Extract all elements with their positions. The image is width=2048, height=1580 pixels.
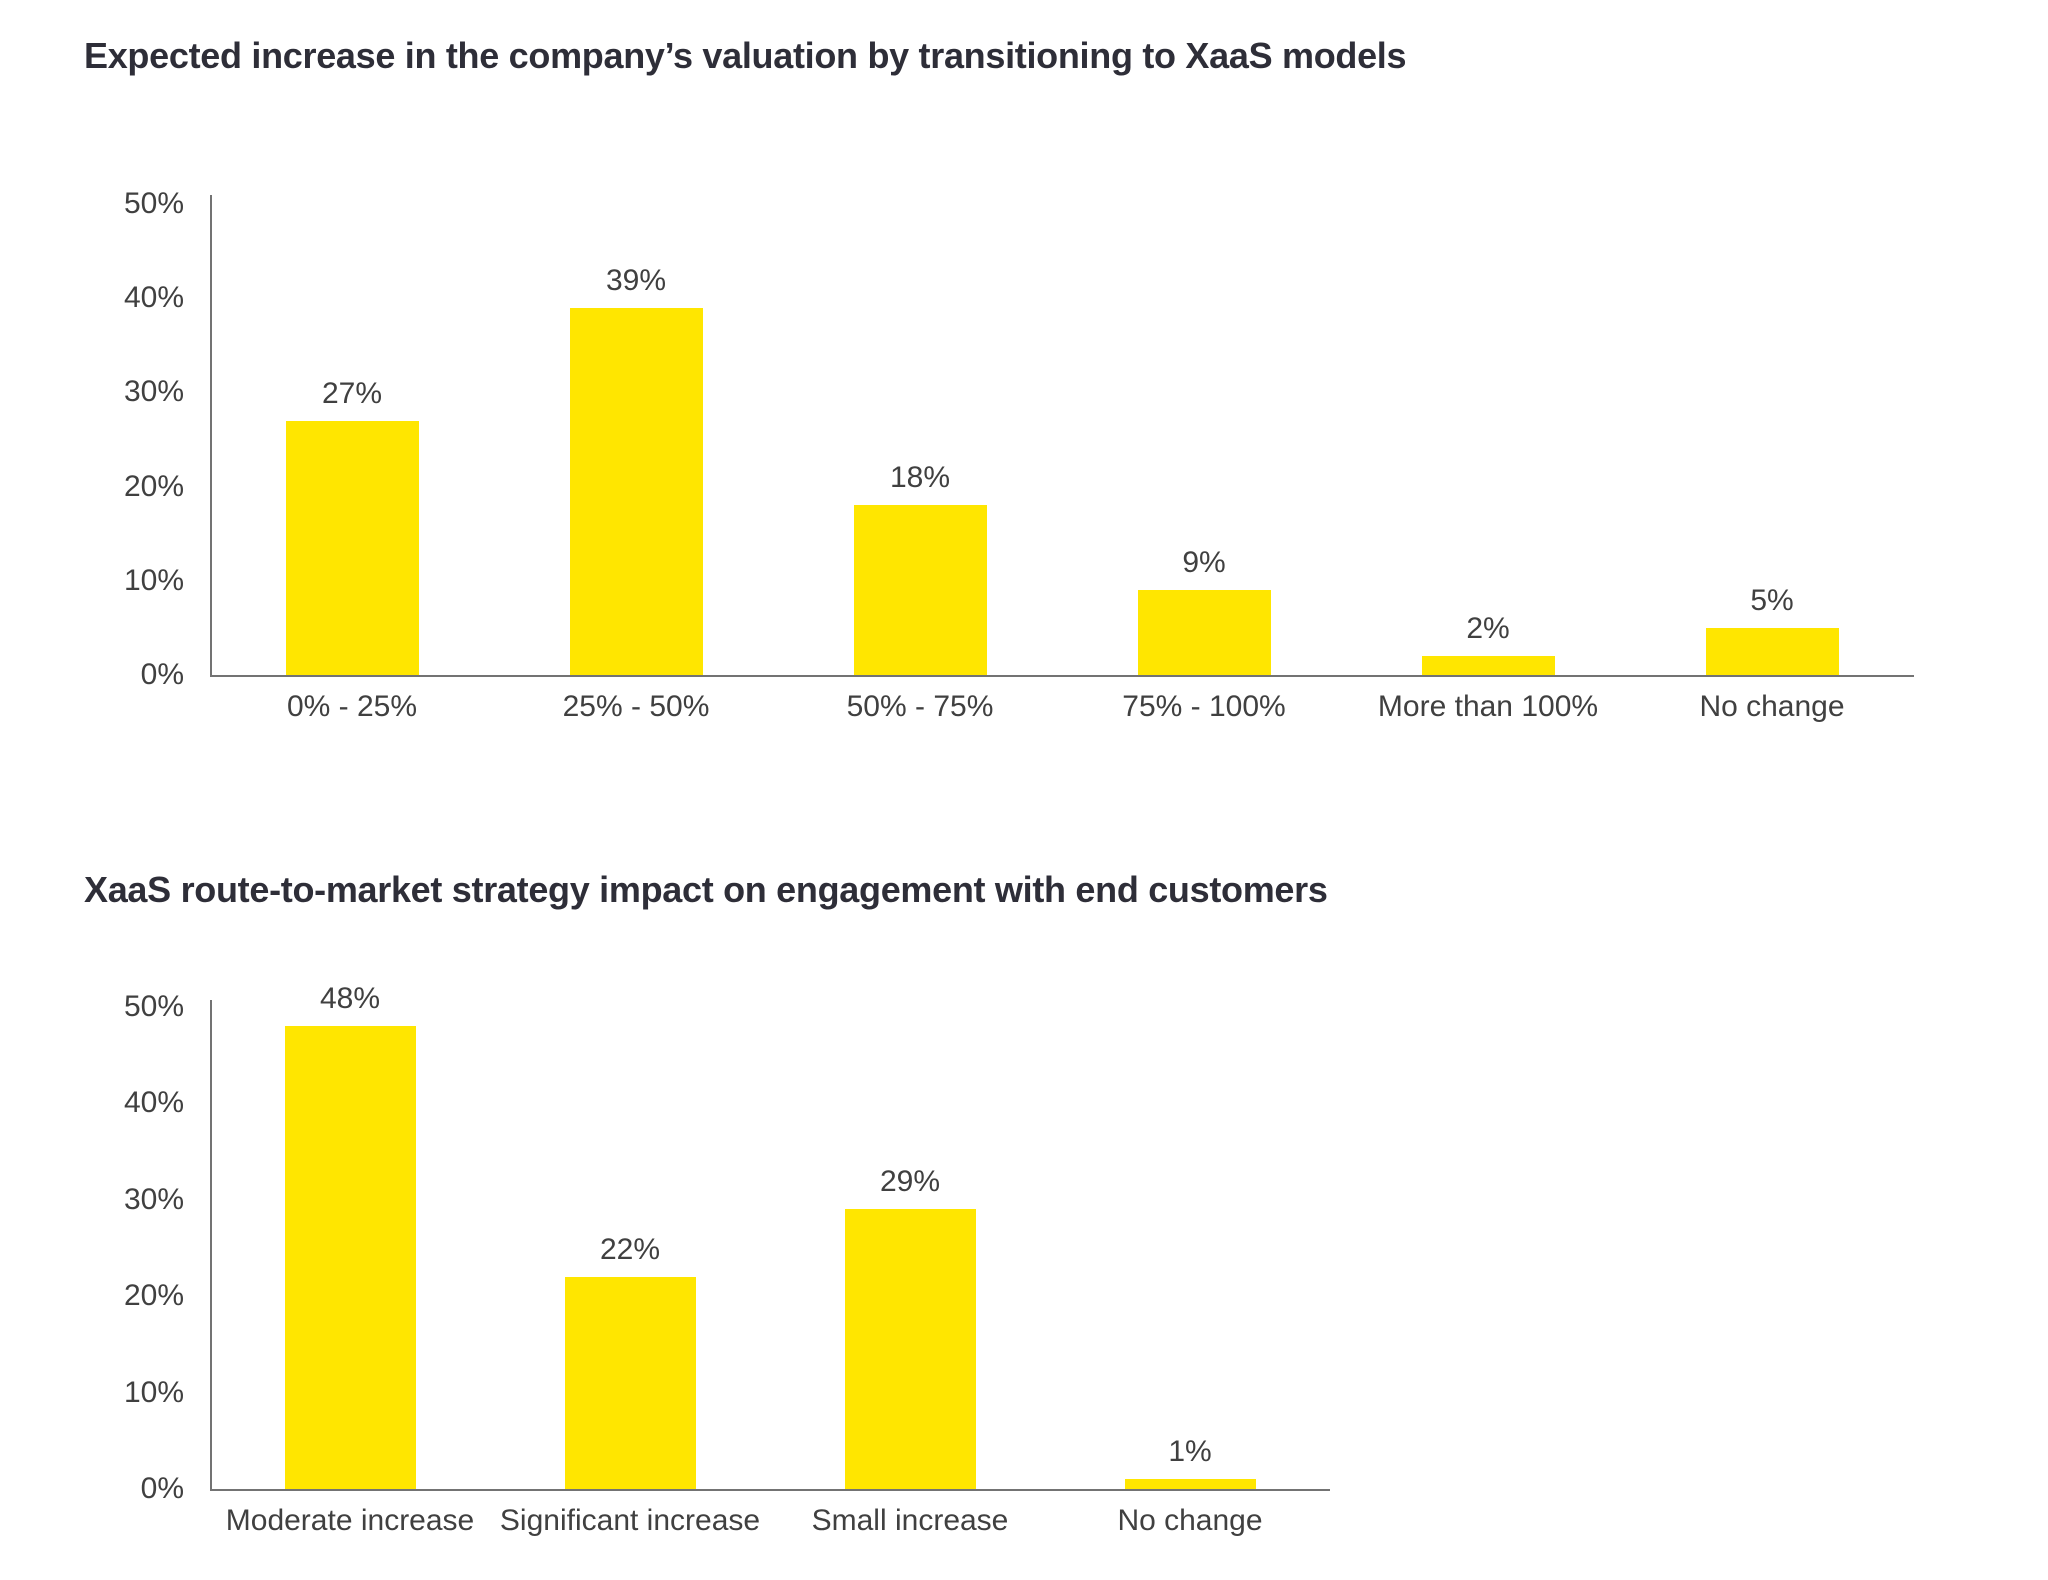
category-label: 0% - 25% [286, 690, 418, 723]
y-axis-line [210, 195, 212, 675]
bar-value-label: 39% [605, 263, 667, 297]
category-label: More than 100% [1377, 690, 1599, 723]
y-tick-label: 10% [123, 563, 184, 597]
y-tick-label: 40% [123, 281, 184, 315]
bar [569, 307, 703, 675]
plot-area: 0% 10% 20% 30% 40% 50% 27% 0% - 25% 39% 25% - 50%… [124, 187, 1914, 723]
bar [853, 505, 987, 675]
y-tick-label: 40% [123, 1086, 184, 1120]
y-tick-label: 0% [140, 658, 184, 691]
bar-value-label: 9% [1182, 546, 1226, 580]
bar-value-label: 2% [1466, 612, 1510, 646]
bar [1124, 1479, 1256, 1489]
y-tick-label: 50% [123, 187, 184, 220]
bar [1421, 656, 1555, 675]
bar-value-label: 18% [889, 461, 951, 495]
category-label: 50% - 75% [846, 690, 994, 723]
category-label: Significant increase [499, 1504, 761, 1537]
category-label: Small increase [811, 1504, 1009, 1537]
bar [285, 420, 419, 675]
y-tick-label: 20% [123, 1279, 184, 1313]
bar [284, 1026, 416, 1489]
bar [844, 1209, 976, 1489]
bar [1705, 627, 1839, 675]
y-tick-label: 20% [123, 469, 184, 503]
bar-value-label: 22% [599, 1232, 661, 1266]
y-axis-line [210, 1000, 212, 1489]
bar-value-label: 5% [1750, 583, 1794, 617]
x-axis-line [210, 1489, 1330, 1491]
category-label: 25% - 50% [562, 690, 710, 723]
y-tick-label: 50% [123, 990, 184, 1023]
x-axis-line [210, 675, 1914, 677]
category-label: Moderate increase [225, 1504, 475, 1537]
chart-title: XaaS route-to-market strategy impact on … [84, 869, 1328, 910]
bar-value-label: 29% [879, 1165, 941, 1199]
y-tick-label: 0% [140, 1472, 184, 1505]
y-tick-label: 30% [123, 1182, 184, 1216]
bar-value-label: 1% [1168, 1435, 1212, 1469]
bar [564, 1276, 696, 1489]
plot-area: 0% 10% 20% 30% 40% 50% 48% Moderate increase 22%… [124, 982, 1330, 1537]
chart-title: Expected increase in the company’s valua… [84, 35, 1407, 76]
y-tick-label: 30% [123, 375, 184, 409]
category-label: 75% - 100% [1122, 690, 1286, 723]
category-label: No change [1117, 1504, 1263, 1537]
bar [1137, 590, 1271, 675]
bar-value-label: 27% [321, 376, 383, 410]
bar-value-label: 48% [319, 982, 381, 1016]
category-label: No change [1699, 690, 1845, 723]
y-tick-label: 10% [123, 1375, 184, 1409]
